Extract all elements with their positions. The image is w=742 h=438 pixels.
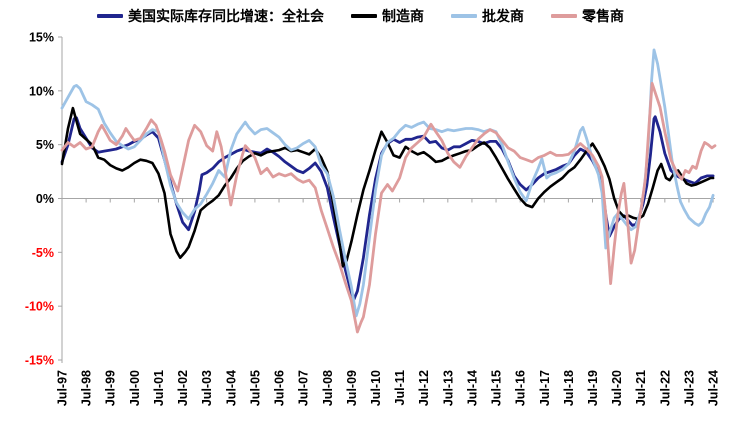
x-tick-label: Jul-06 (273, 370, 287, 406)
y-tick-label: 5% (36, 138, 54, 152)
legend-item-total: 美国实际库存同比增速：全社会 (97, 9, 324, 23)
legend-label-manufacturers: 制造商 (382, 8, 424, 24)
x-tick-label: Jul-21 (634, 370, 648, 406)
legend-label-wholesalers: 批发商 (482, 8, 524, 24)
x-tick-label: Jul-20 (610, 370, 624, 406)
x-tick-label: Jul-19 (586, 370, 600, 406)
x-tick-label: Jul-97 (56, 370, 70, 406)
legend-label-total: 美国实际库存同比增速：全社会 (128, 8, 324, 24)
y-tick-label: 15% (29, 31, 54, 45)
x-tick-label: Jul-02 (176, 370, 190, 406)
x-tick-label: Jul-18 (562, 370, 576, 406)
x-tick-label: Jul-24 (707, 370, 721, 406)
legend-item-wholesalers: 批发商 (451, 9, 524, 23)
x-tick-label: Jul-17 (538, 370, 552, 406)
x-tick-label: Jul-13 (441, 370, 455, 406)
legend-item-retailers: 零售商 (551, 9, 624, 23)
x-tick-label: Jul-16 (514, 370, 528, 406)
y-tick-label: -15% (25, 354, 54, 368)
x-tick-label: Jul-12 (417, 370, 431, 406)
x-tick-label: Jul-99 (104, 370, 118, 406)
x-tick-label: Jul-03 (200, 370, 214, 406)
x-tick-label: Jul-10 (369, 370, 383, 406)
x-tick-label: Jul-22 (658, 370, 672, 406)
x-tick-label: Jul-14 (465, 370, 479, 406)
x-tick-label: Jul-15 (490, 370, 504, 406)
x-tick-label: Jul-01 (152, 370, 166, 406)
y-tick-label: 10% (29, 84, 54, 98)
legend-swatch-retailers (551, 14, 577, 18)
legend-label-retailers: 零售商 (582, 8, 624, 24)
legend-swatch-wholesalers (451, 14, 477, 18)
x-tick-label: Jul-00 (128, 370, 142, 406)
y-tick-label: -5% (32, 246, 54, 260)
series-line-retailers (60, 81, 717, 334)
series-line-wholesalers (60, 48, 715, 318)
legend-item-manufacturers: 制造商 (351, 9, 424, 23)
x-tick-label: Jul-07 (297, 370, 311, 406)
x-tick-label: Jul-98 (80, 370, 94, 406)
y-tick-label: 0% (36, 192, 54, 206)
legend-swatch-manufacturers (351, 14, 377, 18)
x-tick-label: Jul-04 (224, 370, 238, 406)
x-tick-label: Jul-05 (248, 370, 262, 406)
legend-swatch-total (97, 14, 123, 18)
y-tick-label: -10% (25, 300, 54, 314)
chart-legend: 美国实际库存同比增速：全社会 制造商 批发商 零售商 (97, 9, 624, 23)
x-tick-label: Jul-23 (682, 370, 696, 406)
x-tick-label: Jul-09 (345, 370, 359, 406)
x-tick-label: Jul-11 (393, 370, 407, 405)
x-tick-label: Jul-08 (321, 370, 335, 406)
